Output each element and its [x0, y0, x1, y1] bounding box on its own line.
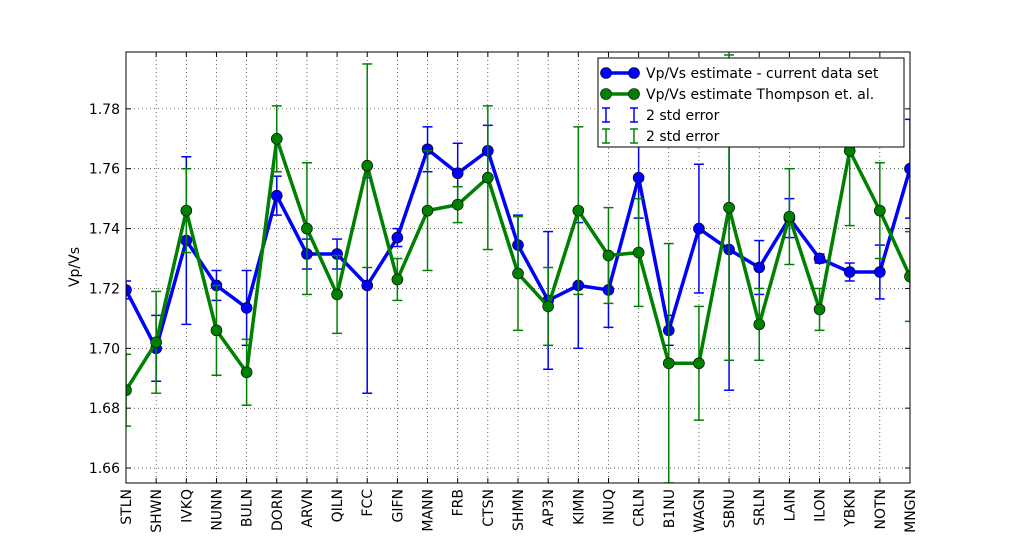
data-point: [240, 366, 253, 379]
x-tick-label: SHMN: [511, 489, 527, 531]
x-tick-label: LAIN: [782, 489, 798, 521]
data-point: [270, 132, 283, 145]
data-point: [421, 204, 434, 217]
data-point: [813, 303, 826, 316]
data-point: [270, 189, 283, 202]
x-tick-label: CRLN: [632, 489, 648, 527]
y-tick-label: 1.70: [89, 341, 120, 357]
legend-item: 2 std error: [602, 128, 720, 145]
data-point: [904, 270, 910, 283]
y-tick-label: 1.76: [89, 162, 120, 178]
legend-marker: [600, 88, 612, 100]
data-point: [301, 222, 313, 235]
x-tick-label: ILON: [813, 489, 829, 522]
x-axis: STLN SHWN IVKQ NUNN BULN DORN ARVN QILN FCC GIFN M…: [119, 52, 919, 533]
x-tick-label: QILN: [330, 489, 346, 522]
x-tick-label: DORN: [270, 489, 286, 531]
x-tick-label: NUNN: [209, 489, 225, 531]
series-layer: [126, 54, 910, 483]
data-point: [482, 171, 494, 184]
data-point: [693, 357, 705, 370]
data-point: [391, 273, 404, 286]
data-point: [904, 162, 910, 175]
legend-label: 2 std error: [646, 108, 720, 124]
x-tick-label: WAGN: [692, 489, 708, 533]
x-tick-label: KIMN: [571, 489, 587, 525]
data-point: [210, 324, 223, 337]
x-tick-label: B1NU: [662, 489, 678, 528]
y-tick-label: 1.78: [89, 102, 120, 118]
x-tick-label: STLN: [119, 489, 135, 525]
y-axis: 1.66 1.68 1.70 1.72 1.74 1.76 1.78: [89, 102, 910, 477]
data-point: [361, 279, 374, 292]
data-point: [361, 159, 374, 172]
legend-item: Vp/Vs estimate - current data set: [600, 66, 879, 82]
x-tick-label: FCC: [360, 489, 376, 517]
data-point: [572, 204, 585, 217]
data-point: [391, 231, 404, 244]
x-tick-label: MANN: [421, 489, 437, 532]
x-tick-label: GIFN: [390, 489, 406, 523]
x-tick-label: INUQ: [601, 489, 617, 525]
data-point: [150, 336, 162, 349]
legend-label: 2 std error: [646, 129, 720, 145]
x-tick-label: ARVN: [300, 489, 316, 528]
plot-frame: [125, 51, 911, 484]
x-tick-label: AP3N: [541, 489, 557, 526]
legend-marker: [628, 88, 640, 100]
legend-marker: [628, 67, 640, 79]
legend-box: [597, 57, 905, 148]
data-point: [126, 384, 132, 397]
data-point: [783, 210, 796, 223]
data-point: [240, 302, 253, 314]
x-tick-label: YBKN: [843, 489, 859, 528]
x-tick-label: IVKQ: [179, 489, 195, 523]
data-point: [662, 357, 675, 370]
data-point: [813, 252, 826, 265]
data-point: [753, 318, 766, 331]
x-tick-label: BULN: [240, 489, 256, 527]
data-point: [602, 249, 615, 262]
legend: Vp/Vs estimate - current data set Vp/Vs e…: [597, 57, 905, 148]
data-point: [331, 288, 343, 301]
legend-item: 2 std error: [602, 107, 720, 124]
legend-label: Vp/Vs estimate Thompson et. al.: [646, 87, 874, 103]
data-point: [843, 266, 856, 278]
data-point: [874, 204, 886, 217]
x-tick-label: NOTN: [873, 489, 889, 530]
y-tick-label: 1.72: [89, 281, 120, 297]
data-point: [451, 198, 464, 211]
y-tick-label: 1.68: [89, 401, 120, 417]
y-tick-label: 1.66: [89, 461, 120, 477]
x-tick-label: MNGN: [903, 489, 919, 533]
data-point: [451, 167, 464, 180]
x-tick-label: SHWN: [149, 489, 165, 533]
data-point: [723, 201, 735, 214]
data-point: [126, 284, 132, 296]
data-point: [542, 300, 554, 313]
y-tick-label: 1.74: [89, 222, 120, 238]
x-tick-label: CTSN: [481, 489, 497, 527]
data-point: [753, 261, 766, 274]
legend-marker: [600, 67, 612, 79]
x-tick-label: SRLN: [752, 489, 768, 526]
x-tick-label: SBNU: [722, 489, 738, 528]
data-point: [180, 204, 193, 217]
y-axis-title: Vp/Vs: [67, 247, 83, 287]
data-point: [632, 246, 645, 259]
data-point: [512, 267, 524, 280]
legend-item: Vp/Vs estimate Thompson et. al.: [600, 87, 874, 103]
data-point: [693, 222, 705, 235]
legend-label: Vp/Vs estimate - current data set: [646, 66, 879, 82]
data-point: [632, 171, 645, 184]
data-point: [874, 266, 886, 278]
x-tick-label: FRB: [451, 489, 467, 516]
